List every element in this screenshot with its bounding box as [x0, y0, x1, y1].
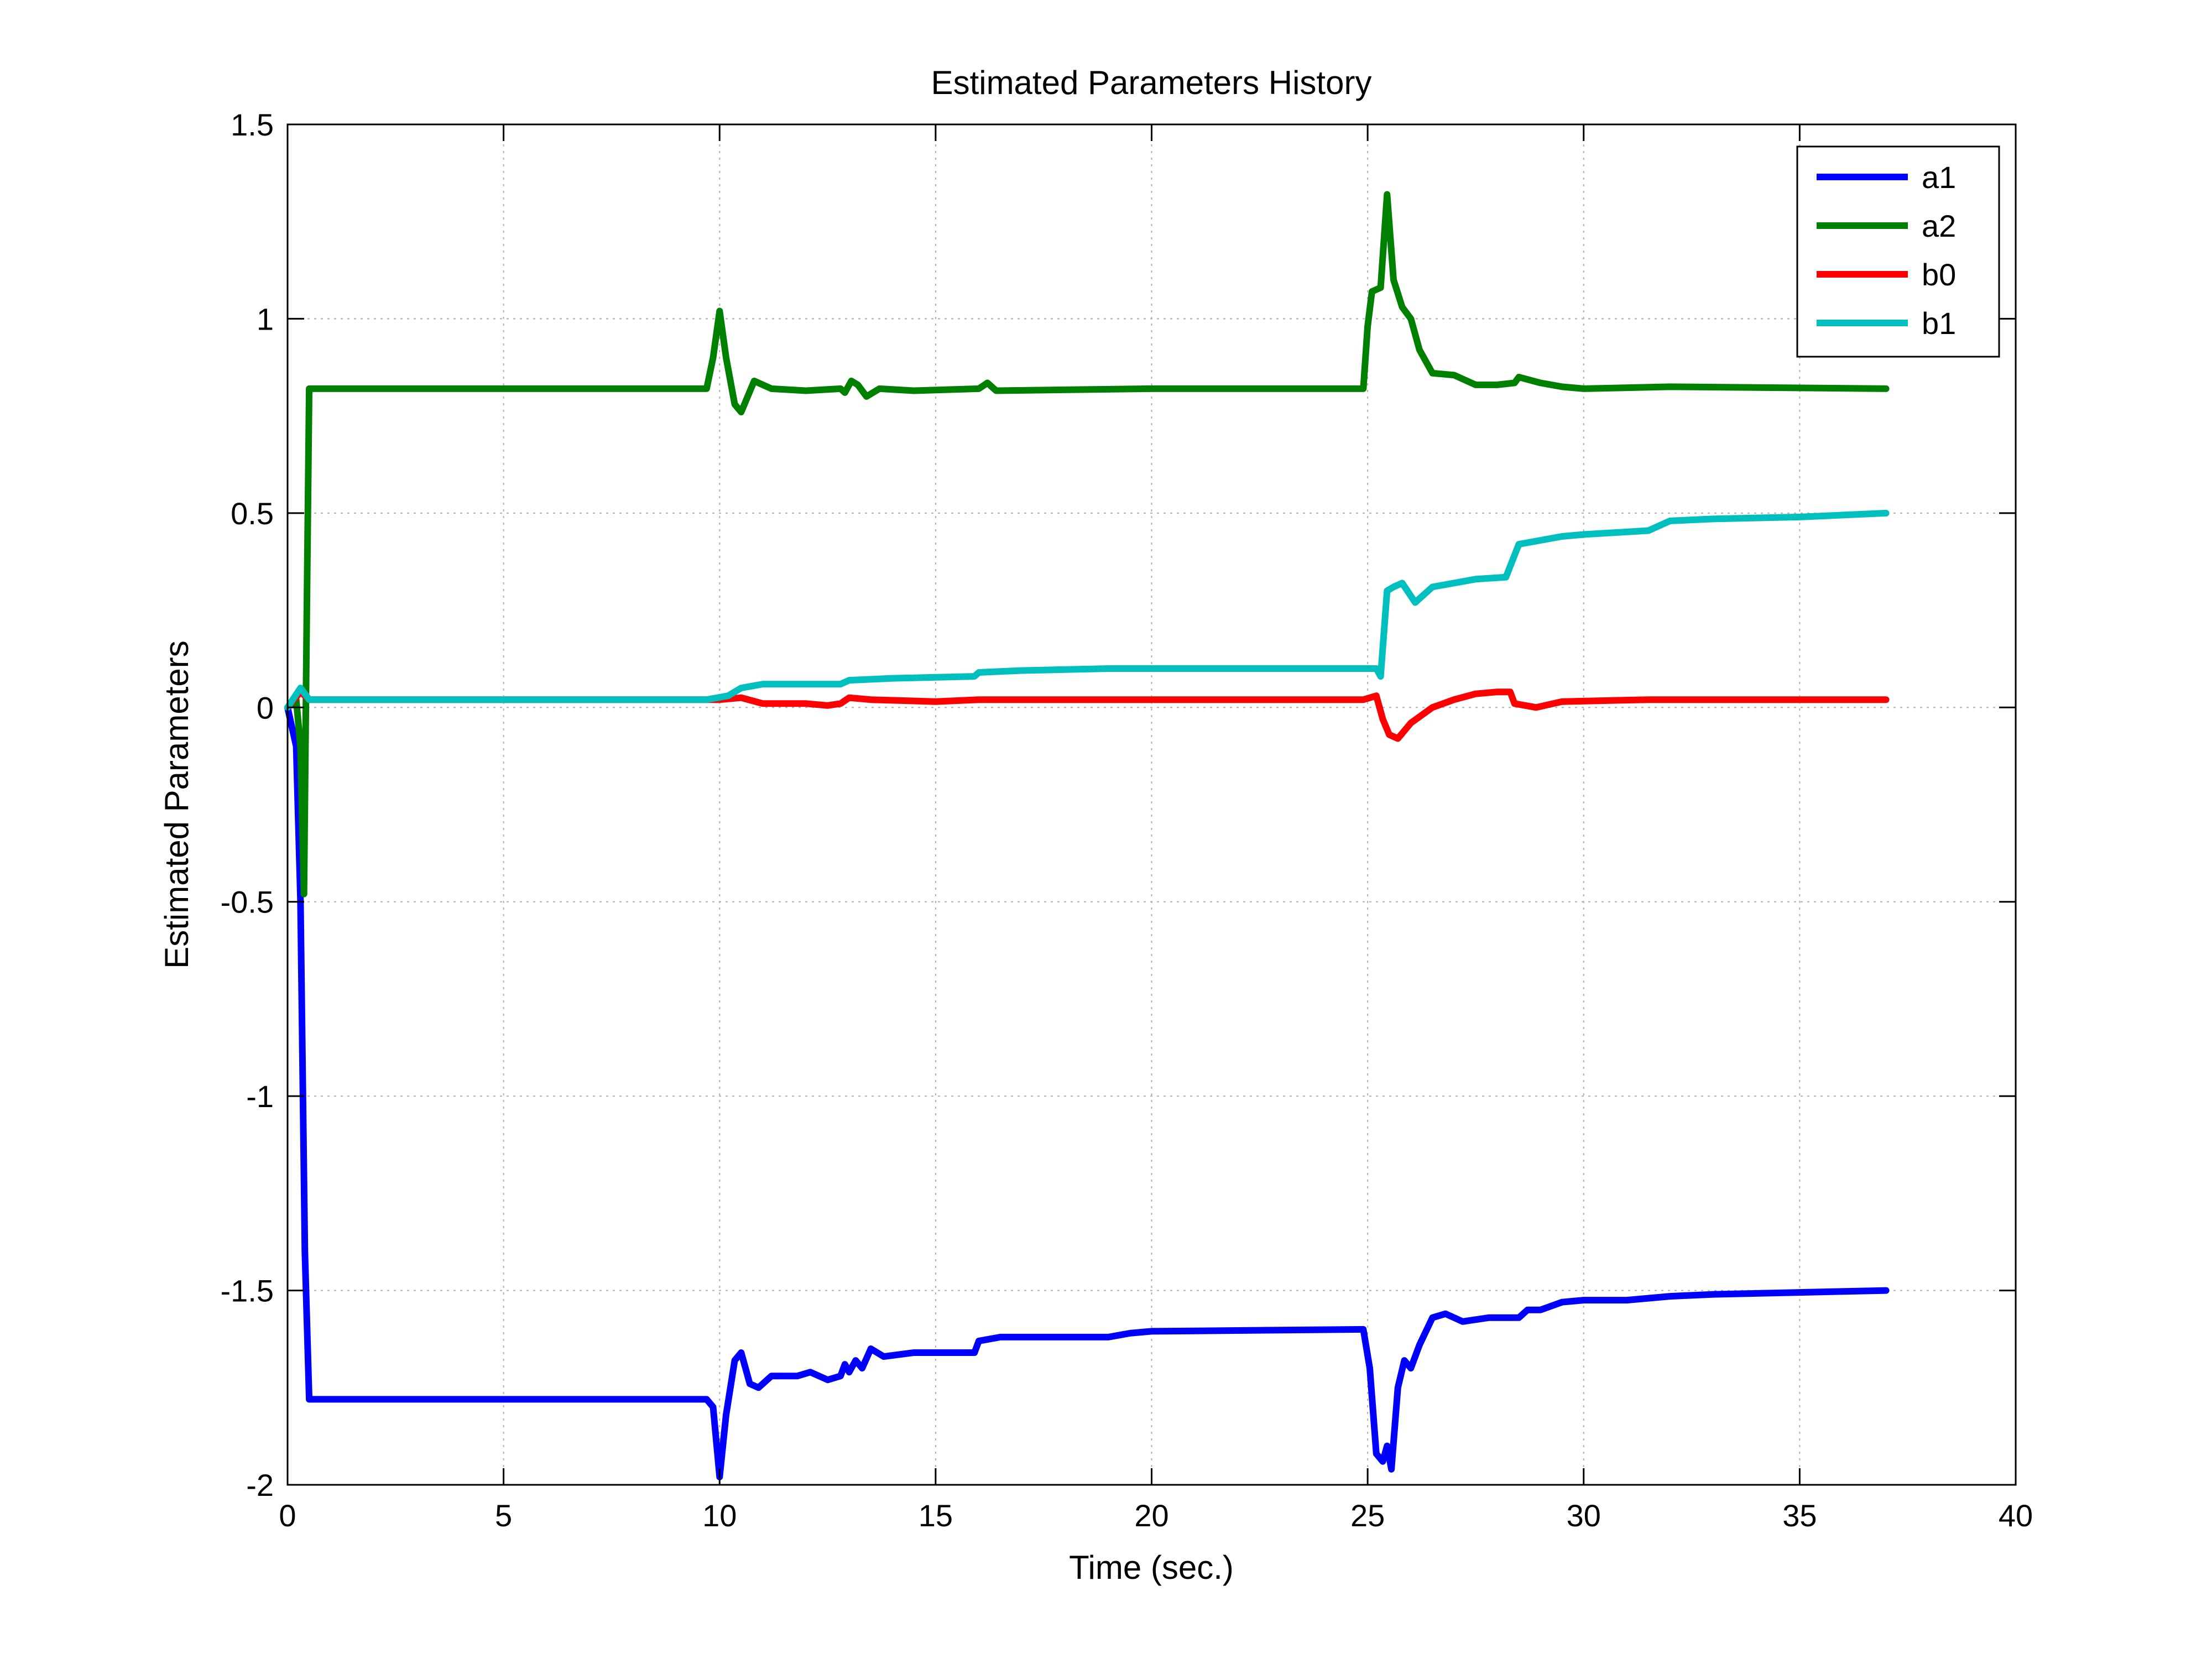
legend-label-b0: b0: [1922, 257, 1956, 292]
y-tick-label: -2: [246, 1468, 274, 1503]
x-tick-label: 10: [702, 1498, 737, 1533]
chart-title: Estimated Parameters History: [931, 64, 1372, 101]
y-tick-label: -1.5: [221, 1274, 274, 1308]
legend-label-b1: b1: [1922, 306, 1956, 341]
series-lines: [284, 191, 1890, 1480]
x-tick-label: 25: [1350, 1498, 1385, 1533]
x-tick-label: 35: [1782, 1498, 1817, 1533]
y-tick-label: 1: [257, 301, 274, 336]
series-line-a2: [284, 191, 1890, 898]
x-tick-label: 15: [919, 1498, 953, 1533]
legend-label-a1: a1: [1922, 160, 1956, 195]
legend-label-a2: a2: [1922, 208, 1956, 243]
legend: a1 a2 b0 b1: [1796, 145, 2000, 358]
x-tick-label: 5: [495, 1498, 512, 1533]
y-tick-label: 0: [257, 690, 274, 725]
grid: [288, 124, 2016, 1485]
series-line-b0: [284, 688, 1890, 742]
x-tick-label: 30: [1567, 1498, 1601, 1533]
x-tick-label: 0: [279, 1498, 296, 1533]
x-tick-label: 40: [1999, 1498, 2033, 1533]
y-tick-label: 1.5: [231, 107, 274, 142]
x-axis-title: Time (sec.): [1069, 1549, 1234, 1586]
series-line-a1: [284, 704, 1890, 1480]
series-line-b1: [284, 509, 1890, 711]
y-axis-title: Estimated Parameters: [158, 640, 195, 969]
y-tick-label: -0.5: [221, 885, 274, 920]
x-tick-label: 20: [1134, 1498, 1168, 1533]
axis-ticks: 0 5 10 15 20 25 30 35 40 -2 -1.5 -1 -0.5 0 0.5 1 1.5: [221, 107, 2033, 1533]
y-tick-label: -1: [246, 1079, 274, 1114]
y-tick-label: 0.5: [231, 496, 274, 531]
